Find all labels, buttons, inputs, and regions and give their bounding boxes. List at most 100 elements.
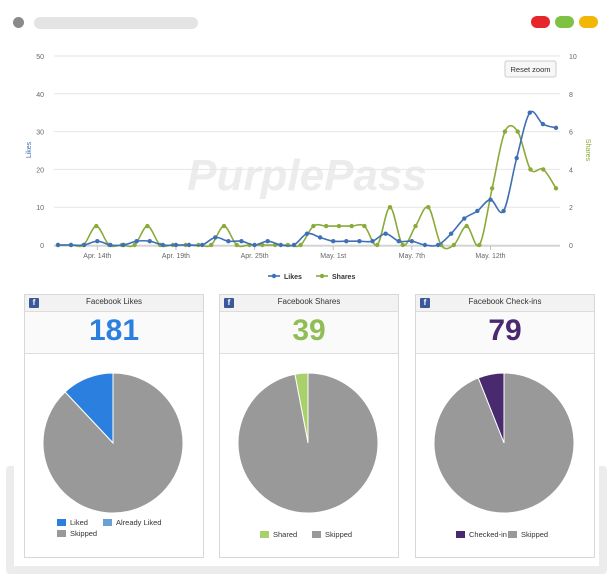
likes-data-point: [199, 242, 205, 248]
legend-label-shared: Shared: [273, 530, 297, 539]
likes-data-point: [553, 125, 559, 131]
legend-label-already-liked: Already Liked: [116, 518, 161, 527]
legend-label-skipped: Skipped: [70, 529, 97, 538]
legend-label-skipped: Skipped: [325, 530, 352, 539]
likes-data-point: [239, 239, 244, 244]
address-bar[interactable]: [34, 17, 198, 29]
shares-data-point: [553, 186, 559, 191]
shares-data-point: [426, 205, 431, 210]
shares-data-point: [323, 223, 329, 229]
shares-data-point: [221, 223, 227, 229]
right-axis-tick: 0: [569, 243, 573, 250]
likes-data-point: [527, 110, 532, 115]
shares-data-point: [451, 242, 457, 248]
likes-data-point: [147, 239, 152, 244]
facebook-checkins-widget: f Facebook Check-ins 79 Checked-in Skippe…: [415, 294, 595, 558]
legend-label-shares: Shares: [332, 274, 355, 281]
likes-data-point: [488, 197, 493, 202]
shares-data-point: [387, 205, 393, 210]
left-axis-label: Likes: [26, 141, 33, 158]
likes-data-point: [409, 239, 415, 244]
likes-data-point: [160, 242, 166, 248]
likes-data-point: [82, 242, 87, 248]
likes-data-point: [186, 242, 192, 248]
x-axis-tick-label: May. 12th: [475, 253, 505, 260]
shares-data-point: [362, 223, 367, 229]
maximize-window-button[interactable]: [555, 16, 574, 28]
shares-pie-chart[interactable]: Shared Skipped: [220, 355, 398, 555]
legend-swatch: [456, 531, 465, 538]
checkins-pie-chart[interactable]: Checked-in Skipped: [416, 355, 594, 555]
x-axis-tick-label: May. 7th: [399, 253, 425, 260]
shares-data-point: [298, 242, 303, 248]
legend-swatch: [312, 531, 321, 538]
legend-marker: [319, 273, 325, 279]
reset-zoom-label: Reset zoom: [510, 65, 550, 74]
shares-data-point: [336, 223, 342, 229]
likes-pie-chart[interactable]: Liked Already Liked Skipped: [25, 355, 203, 555]
right-axis-tick: 8: [569, 92, 573, 99]
minimize-window-button[interactable]: [579, 16, 598, 28]
widget-title: Facebook Shares: [277, 297, 341, 306]
right-axis-tick: 4: [569, 167, 573, 174]
facebook-icon: f: [29, 298, 39, 308]
widget-count-box: 39: [220, 312, 398, 354]
likes-data-point: [462, 216, 467, 221]
left-axis-tick: 30: [36, 130, 44, 137]
shares-data-point: [209, 242, 214, 248]
right-axis-tick: 10: [569, 54, 577, 61]
legend-label-likes: Likes: [284, 274, 302, 281]
shares-data-point: [234, 242, 239, 248]
likes-data-point: [173, 242, 179, 248]
shares-data-point: [515, 129, 520, 134]
facebook-likes-widget: f Facebook Likes 181 Liked Already Liked S…: [24, 294, 204, 558]
shares-count: 39: [292, 314, 326, 347]
widget-header: f Facebook Likes: [25, 295, 203, 312]
x-axis-tick-label: Apr. 19th: [162, 253, 190, 260]
likes-count: 181: [88, 314, 140, 347]
widget-count-box: 181: [25, 312, 203, 354]
likes-data-point: [291, 242, 297, 248]
legend-marker: [271, 273, 277, 279]
likes-data-point: [95, 239, 100, 244]
likes-data-point: [435, 242, 441, 248]
shares-data-point: [145, 223, 150, 229]
likes-data-point: [331, 239, 336, 244]
likes-data-point: [134, 239, 139, 244]
likes-data-point: [448, 231, 454, 236]
right-axis-tick: 6: [569, 130, 573, 137]
x-axis-tick-label: Apr. 25th: [241, 253, 269, 260]
x-axis-tick-label: Apr. 14th: [83, 253, 111, 260]
legend-label-checked-in: Checked-in: [469, 530, 507, 539]
window-menu-dot-icon[interactable]: [13, 17, 24, 28]
window-titlebar: [0, 0, 614, 44]
shares-data-point: [541, 167, 546, 172]
widget-count-box: 79: [416, 312, 594, 354]
legend-swatch: [508, 531, 517, 538]
x-axis-tick-label: May. 1st: [320, 253, 346, 260]
likes-data-point: [304, 231, 310, 236]
likes-data-point: [357, 239, 362, 244]
likes-shares-line-chart[interactable]: PurplePass 0 10 20 30 40 50 0 2 4 6 8 10 Likes Shares…: [0, 40, 614, 290]
likes-data-point: [265, 239, 270, 244]
right-axis-label: Shares: [584, 139, 591, 162]
close-window-button[interactable]: [531, 16, 550, 28]
likes-data-point: [252, 242, 257, 248]
likes-data-point: [370, 239, 375, 244]
likes-data-point: [344, 239, 349, 244]
checkins-count: 79: [488, 314, 522, 347]
left-axis-tick: 50: [36, 54, 44, 61]
shares-data-point: [132, 242, 137, 248]
pie-slice-skipped: [237, 372, 379, 514]
shares-data-point: [502, 129, 508, 134]
left-axis-tick: 10: [36, 205, 44, 212]
reset-zoom-button[interactable]: [504, 60, 557, 78]
shares-data-point: [311, 223, 316, 229]
likes-data-point: [422, 242, 428, 248]
pie-slice-skipped: [42, 372, 184, 514]
likes-data-point: [278, 242, 283, 248]
widget-header: f Facebook Check-ins: [416, 295, 594, 312]
likes-data-point: [108, 242, 113, 248]
likes-data-point: [396, 239, 401, 244]
facebook-icon: f: [420, 298, 430, 308]
